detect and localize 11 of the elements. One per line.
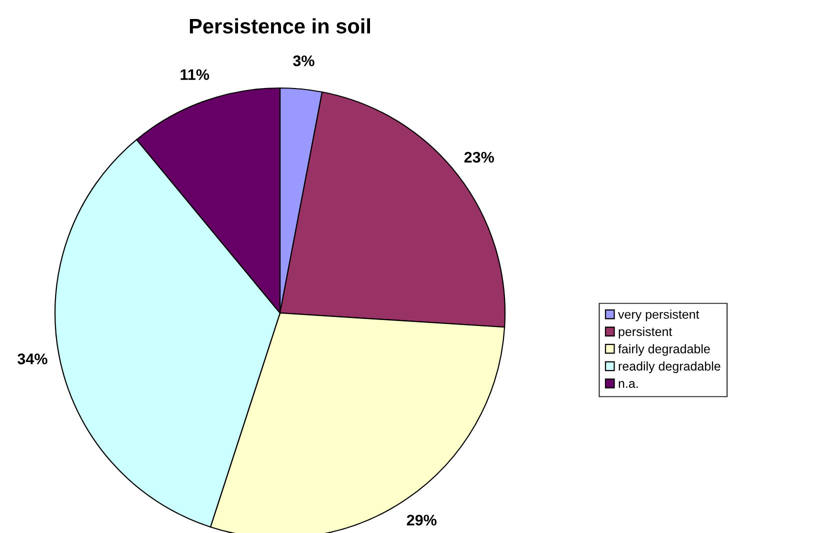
- legend-label: fairly degradable: [618, 344, 710, 356]
- legend-label: n.a.: [618, 381, 638, 388]
- data-label: 3%: [293, 55, 314, 66]
- data-label: 34%: [18, 354, 48, 364]
- legend-label: readily degradable: [618, 361, 720, 374]
- chart-title: Persistence in soil: [190, 18, 370, 34]
- legend-label: persistent: [618, 326, 672, 339]
- legend-label: very persistent: [618, 310, 700, 322]
- data-label: 29%: [406, 514, 437, 526]
- data-label: 11%: [180, 69, 210, 80]
- data-label: 23%: [464, 152, 494, 163]
